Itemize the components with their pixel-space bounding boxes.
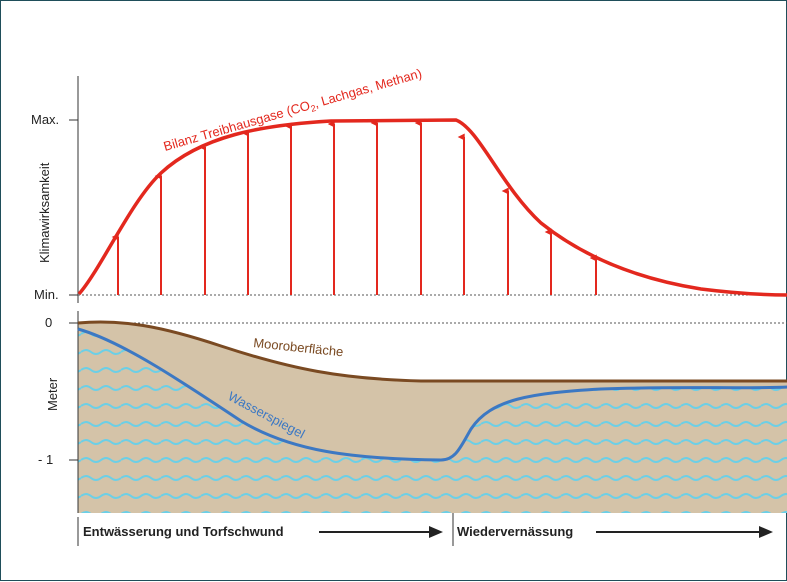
water-table-curve [77, 327, 787, 462]
moor-surface-label: Mooroberfläche [253, 335, 344, 359]
lower-y-axis-title: Meter [45, 377, 60, 411]
water-waves [78, 329, 787, 513]
tick-min-label: Min. [34, 287, 59, 302]
tick-minus-one-label: - 1 [38, 452, 53, 467]
tick-max-label: Max. [31, 112, 59, 127]
ghg-balance-curve [77, 118, 787, 297]
ghg-curve-label: Bilanz Treibhausgase (CO2, Lachgas, Meth… [162, 66, 424, 156]
phase2-arrow-head [759, 526, 773, 538]
phase1-label: Entwässerung und Torfschwund [83, 524, 284, 539]
emission-arrows [111, 119, 597, 295]
tick-zero-label: 0 [45, 315, 52, 330]
moor-surface-curve [77, 320, 787, 383]
phase1-arrow-head [429, 526, 443, 538]
phase2-label: Wiedervernässung [457, 524, 573, 539]
upper-y-axis-title: Klimawirksamkeit [37, 162, 52, 263]
lower-panel: 0 - 1 Meter Mooroberfläche Wasserspiegel [38, 311, 787, 513]
upper-panel: Max. Min. Klimawirksamkeit Bilanz Treibh… [31, 66, 787, 303]
phase-bar: Entwässerung und Torfschwund Wiedervernä… [77, 513, 773, 546]
